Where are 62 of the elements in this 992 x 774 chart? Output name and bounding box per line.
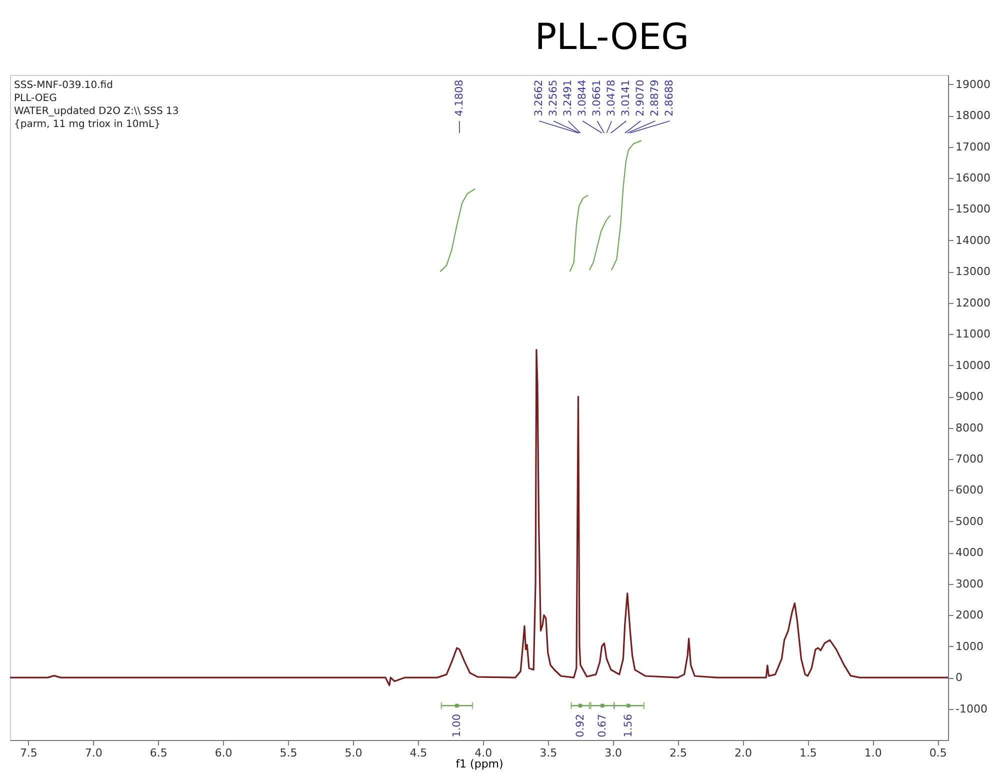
x-tick-label: 3.0 <box>604 746 622 760</box>
y-tick-label: 18000 <box>956 109 990 122</box>
annotation: PLL-OEG <box>14 93 57 104</box>
annotation: 3.2491 <box>562 80 574 116</box>
annotation: 3.0478 <box>606 80 618 116</box>
y-tick-label: 16000 <box>956 172 990 185</box>
x-axis-title: f1 (ppm) <box>456 758 504 770</box>
y-tick-label: 12000 <box>956 296 990 310</box>
annotation: 3.2662 <box>533 80 546 116</box>
x-tick-label: 4.0 <box>474 746 492 760</box>
x-tick-label: 3.5 <box>540 746 558 760</box>
y-tick-label: 11000 <box>956 328 990 341</box>
annotation: 3.0844 <box>576 79 589 116</box>
y-tick-label: 4000 <box>956 546 984 560</box>
x-tick-label: 6.5 <box>150 746 168 760</box>
annotation: 3.2565 <box>548 80 560 116</box>
line-series <box>9 348 949 686</box>
annotation: 3.0141 <box>620 80 632 116</box>
annotation: 2.9070 <box>634 80 647 116</box>
y-tick-label: 13000 <box>956 265 990 278</box>
line-series <box>588 214 611 271</box>
y-tick-label: -1000 <box>956 702 988 716</box>
y-tick-label: 7000 <box>956 452 984 466</box>
x-tick-label: 1.5 <box>799 746 817 760</box>
annotation: 3.0661 <box>591 80 604 116</box>
x-tick-label: 6.0 <box>214 746 232 760</box>
line-series <box>569 194 589 272</box>
y-tick-label: 19000 <box>956 78 990 91</box>
y-tick-label: 8000 <box>956 421 984 434</box>
annotation: WATER_updated D2O Z:\\ SSS 13 <box>14 106 179 117</box>
y-tick-label: 15000 <box>956 202 990 216</box>
y-tick-label: 17000 <box>956 140 990 154</box>
y-tick-label: 10000 <box>956 358 990 372</box>
x-tick-label: 5.5 <box>280 746 298 760</box>
x-tick-label: 4.5 <box>410 746 428 760</box>
annotation: 0.67 <box>596 714 608 738</box>
chart-title: PLL-OEG <box>534 17 690 58</box>
y-tick-label: 14000 <box>956 234 990 247</box>
x-tick-label: 2.5 <box>670 746 688 760</box>
annotation: {parm, 11 mg triox in 10mL} <box>14 119 160 130</box>
y-tick-label: 0 <box>956 671 962 684</box>
x-tick-label: 0.5 <box>929 746 947 760</box>
y-tick-label: 3000 <box>956 577 984 590</box>
annotation: 2.8688 <box>664 80 676 116</box>
x-tick-label: 7.5 <box>20 746 38 760</box>
line-series <box>610 140 642 271</box>
annotation: 4.1808 <box>453 80 466 116</box>
x-tick-label: 2.0 <box>734 746 752 760</box>
x-tick-label: 1.0 <box>864 746 882 760</box>
x-tick-label: 7.0 <box>84 746 102 760</box>
line-series <box>439 188 476 272</box>
annotation: 1.00 <box>450 714 463 738</box>
x-tick-label: 5.0 <box>344 746 362 760</box>
annotation: 2.8879 <box>649 80 662 116</box>
annotation: 0.92 <box>574 714 586 738</box>
annotation: SSS-MNF-039.10.fid <box>14 80 113 91</box>
y-tick-label: 1000 <box>956 640 984 653</box>
y-tick-label: 2000 <box>956 608 984 622</box>
y-tick-label: 5000 <box>956 514 984 528</box>
y-tick-label: 6000 <box>956 484 984 497</box>
y-tick-label: 9000 <box>956 390 984 404</box>
annotation: 1.56 <box>622 714 634 738</box>
